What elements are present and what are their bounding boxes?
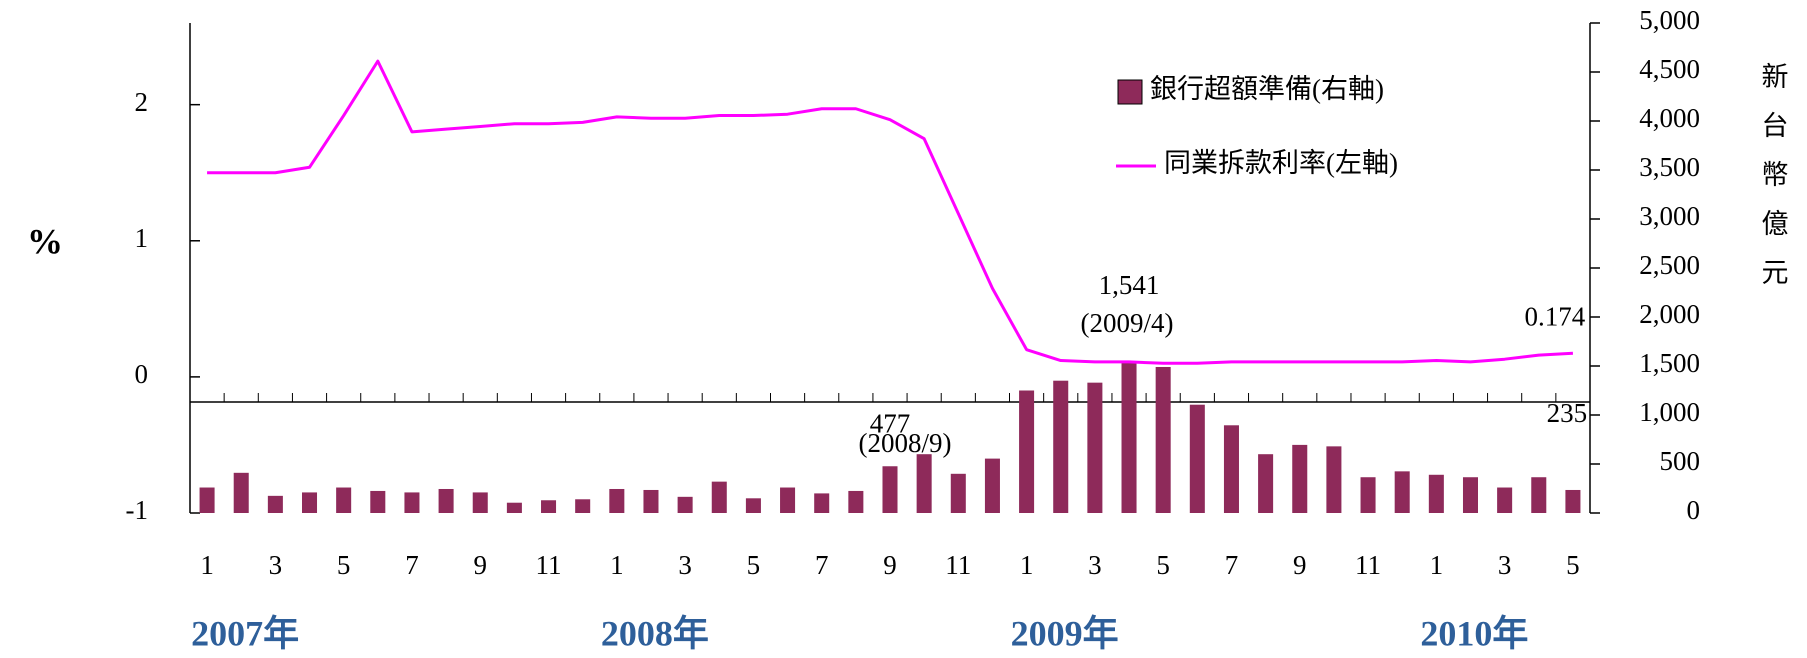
bar: [1497, 487, 1513, 513]
bar: [1053, 380, 1069, 513]
year-label: 2008年: [601, 613, 709, 653]
bar: [677, 496, 693, 513]
bar: [1531, 477, 1547, 513]
x-tick-label: 11: [945, 550, 971, 580]
x-tick-label: 1: [200, 550, 214, 580]
bar: [1087, 382, 1103, 513]
bar: [1155, 366, 1171, 513]
y2-tick-label: 3,000: [1639, 201, 1700, 231]
bar: [438, 488, 454, 513]
year-label: 2010年: [1420, 613, 1528, 653]
annotation: (2009/4): [1081, 308, 1174, 338]
y2-tick-label: 0: [1687, 495, 1701, 525]
bar: [882, 466, 898, 513]
bar: [1394, 471, 1410, 513]
y-tick-label: -1: [126, 495, 149, 525]
bar: [1121, 361, 1137, 513]
y2-tick-label: 2,000: [1639, 299, 1700, 329]
legend-swatch: [1117, 79, 1143, 105]
bar: [404, 492, 420, 513]
data-label: 1,541: [1099, 270, 1160, 300]
y2-tick-label: 500: [1660, 446, 1701, 476]
bar: [1019, 390, 1035, 513]
bar: [233, 472, 249, 513]
y2-tick-label: 1,000: [1639, 397, 1700, 427]
x-tick-label: 7: [1225, 550, 1239, 580]
x-tick-label: 9: [473, 550, 487, 580]
x-tick-label: 1: [610, 550, 624, 580]
x-tick-label: 7: [815, 550, 829, 580]
bar: [575, 499, 591, 513]
x-tick-label: 11: [1355, 550, 1381, 580]
legend-label: 同業拆款利率(左軸): [1164, 148, 1398, 178]
bar: [1189, 404, 1205, 513]
bar: [984, 458, 1000, 513]
bar: [609, 488, 625, 513]
bar: [745, 498, 761, 513]
x-tick-label: 11: [536, 550, 562, 580]
x-tick-label: 3: [678, 550, 692, 580]
bar: [1223, 425, 1239, 513]
y2-tick-label: 4,500: [1639, 54, 1700, 84]
bar: [370, 490, 386, 513]
y2-tick-label: 4,000: [1639, 103, 1700, 133]
bar: [711, 481, 727, 513]
y-axis-title: %: [27, 221, 63, 261]
x-tick-label: 3: [1088, 550, 1102, 580]
bar: [1565, 489, 1581, 513]
bar: [1326, 446, 1342, 513]
bar: [780, 487, 796, 513]
bar: [1462, 477, 1478, 513]
x-tick-label: 3: [1498, 550, 1512, 580]
bar: [199, 487, 215, 513]
x-tick-label: 5: [337, 550, 351, 580]
x-tick-label: 1: [1020, 550, 1034, 580]
bar: [1258, 454, 1274, 513]
bar: [848, 490, 864, 513]
bar: [1360, 477, 1376, 513]
x-tick-label: 1: [1430, 550, 1444, 580]
year-label: 2007年: [191, 613, 299, 653]
bar: [336, 487, 352, 513]
y2-tick-label: 3,500: [1639, 152, 1700, 182]
x-tick-label: 5: [1156, 550, 1170, 580]
bar: [267, 495, 283, 513]
bar: [814, 493, 830, 513]
bar: [916, 454, 932, 513]
year-label: 2009年: [1011, 613, 1119, 653]
x-tick-label: 5: [747, 550, 761, 580]
y2-tick-label: 2,500: [1639, 250, 1700, 280]
x-tick-label: 7: [405, 550, 419, 580]
y-tick-label: 2: [135, 87, 149, 117]
bar: [643, 489, 659, 513]
y2-tick-label: 1,500: [1639, 348, 1700, 378]
data-label: 0.174: [1525, 301, 1586, 331]
bar: [541, 500, 557, 513]
legend-label: 銀行超額準備(右軸): [1150, 74, 1384, 104]
x-tick-label: 9: [1293, 550, 1307, 580]
y2-tick-label: 5,000: [1639, 5, 1700, 35]
bar: [506, 502, 522, 513]
line: [207, 59, 1574, 365]
y-tick-label: 1: [135, 223, 149, 253]
y-tick-label: 0: [135, 359, 149, 389]
x-tick-label: 3: [269, 550, 283, 580]
x-tick-label: 9: [883, 550, 897, 580]
data-label: 235: [1547, 398, 1588, 428]
bar: [302, 492, 318, 513]
x-tick-label: 5: [1566, 550, 1580, 580]
data-label: 477: [870, 408, 911, 438]
bar: [1292, 444, 1308, 513]
bar: [950, 473, 966, 513]
bar: [472, 492, 488, 513]
y2-axis-title: 新台幣億元: [1762, 62, 1789, 288]
bar: [1428, 474, 1444, 513]
annotation: (2008/9): [859, 428, 952, 458]
